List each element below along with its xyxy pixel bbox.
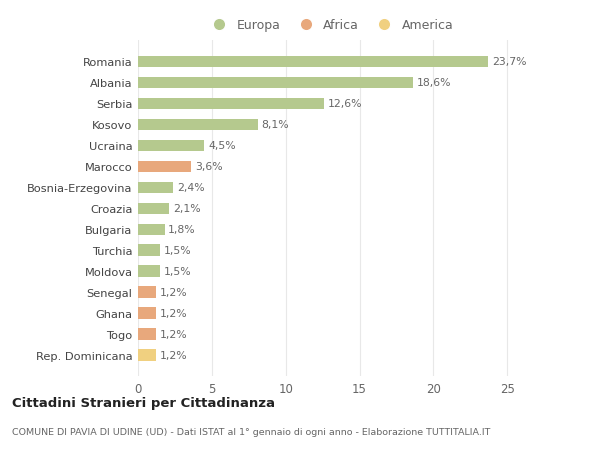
Bar bbox=[138, 140, 205, 152]
Text: 2,4%: 2,4% bbox=[177, 183, 205, 193]
Text: 1,2%: 1,2% bbox=[160, 330, 187, 340]
Text: 1,2%: 1,2% bbox=[160, 288, 187, 297]
Text: 4,5%: 4,5% bbox=[208, 141, 236, 151]
Text: 18,6%: 18,6% bbox=[416, 78, 451, 88]
Bar bbox=[138, 98, 324, 110]
Bar bbox=[138, 161, 191, 173]
Text: Cittadini Stranieri per Cittadinanza: Cittadini Stranieri per Cittadinanza bbox=[12, 396, 275, 409]
Text: COMUNE DI PAVIA DI UDINE (UD) - Dati ISTAT al 1° gennaio di ogni anno - Elaboraz: COMUNE DI PAVIA DI UDINE (UD) - Dati IST… bbox=[12, 427, 490, 436]
Text: 1,5%: 1,5% bbox=[164, 246, 191, 256]
Bar bbox=[138, 329, 156, 340]
Bar bbox=[138, 56, 488, 68]
Bar bbox=[138, 203, 169, 215]
Bar bbox=[138, 182, 173, 194]
Bar bbox=[138, 350, 156, 361]
Text: 1,8%: 1,8% bbox=[168, 225, 196, 235]
Text: 23,7%: 23,7% bbox=[492, 57, 526, 67]
Text: 1,2%: 1,2% bbox=[160, 308, 187, 319]
Bar bbox=[138, 78, 413, 89]
Bar bbox=[138, 266, 160, 277]
Bar bbox=[138, 308, 156, 319]
Text: 3,6%: 3,6% bbox=[195, 162, 223, 172]
Bar bbox=[138, 245, 160, 257]
Bar bbox=[138, 287, 156, 298]
Text: 12,6%: 12,6% bbox=[328, 99, 362, 109]
Legend: Europa, Africa, America: Europa, Africa, America bbox=[202, 14, 458, 37]
Bar bbox=[138, 119, 257, 131]
Text: 1,2%: 1,2% bbox=[160, 350, 187, 360]
Text: 8,1%: 8,1% bbox=[262, 120, 289, 130]
Text: 2,1%: 2,1% bbox=[173, 204, 200, 214]
Bar bbox=[138, 224, 164, 235]
Text: 1,5%: 1,5% bbox=[164, 267, 191, 277]
